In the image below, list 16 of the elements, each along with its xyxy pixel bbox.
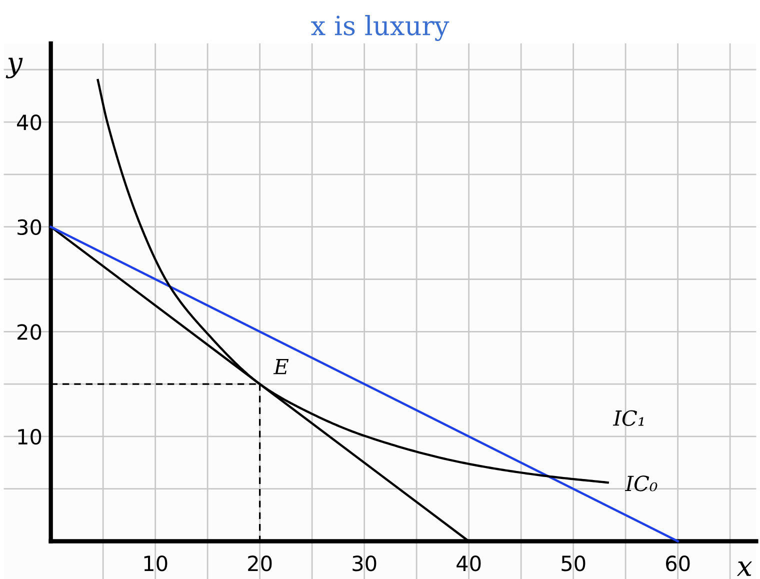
y-tick-label: 30: [18, 219, 42, 236]
x-tick-label: 10: [144, 556, 168, 572]
x-tick-label: 50: [562, 556, 586, 572]
y-axis-title: y: [6, 58, 23, 78]
x-tick-label: 60: [666, 556, 690, 572]
x-axis-title: x: [736, 561, 752, 576]
y-tick-label: 10: [18, 428, 42, 445]
x-tick-label: 40: [456, 556, 481, 572]
x-tick-label: 20: [248, 556, 272, 572]
annotation: IC₁: [612, 410, 644, 426]
chart-title: x is luxury: [311, 15, 450, 41]
y-tick-label: 20: [18, 324, 42, 340]
annotation: IC₀: [624, 476, 658, 492]
annotation: E: [273, 358, 289, 374]
x-tick-label: 30: [352, 556, 376, 572]
y-tick-label: 40: [17, 114, 42, 130]
